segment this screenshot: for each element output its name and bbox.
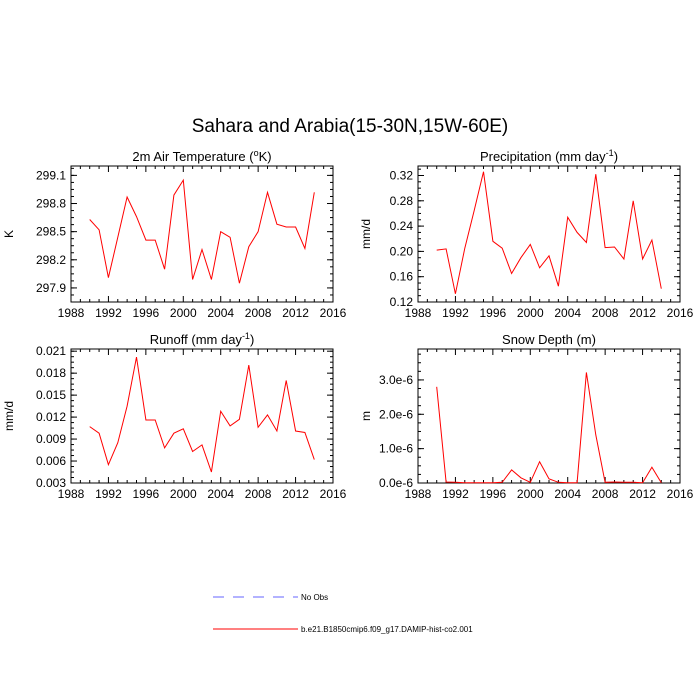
x-tick-label: 1988 — [405, 487, 432, 501]
x-tick-label: 2012 — [629, 487, 656, 501]
x-tick-label: 2004 — [554, 306, 581, 320]
y-tick-label: 0.16 — [390, 270, 414, 284]
y-axis-label: mm/d — [2, 401, 16, 431]
plot-frame — [70, 348, 334, 484]
y-tick-label: 0.009 — [36, 432, 66, 446]
y-axis-label: mm/d — [359, 219, 373, 249]
x-tick-label: 1996 — [133, 306, 160, 320]
legend: No Obs b.e21.B1850cmip6.f09_g17.DAMIP-his… — [213, 593, 473, 634]
plot-frame — [417, 348, 681, 484]
y-tick-label: 297.9 — [36, 281, 66, 295]
y-tick-label: 0.12 — [390, 295, 414, 309]
y-tick-label: 0.015 — [36, 388, 66, 402]
x-tick-label: 2000 — [517, 306, 544, 320]
x-tick-label: 2008 — [592, 306, 619, 320]
x-tick-label: 2008 — [245, 487, 272, 501]
x-tick-label: 2008 — [592, 487, 619, 501]
y-axis-label: K — [2, 230, 16, 238]
y-tick-label: 0.0e-6 — [379, 476, 413, 490]
x-tick-label: 2012 — [282, 306, 309, 320]
y-axis-label: m — [359, 411, 373, 421]
x-tick-label: 1992 — [442, 306, 469, 320]
series-line — [89, 357, 315, 473]
chart-panel-4: Snow Depth (m) m 1988 1992 1996 2000 2004 2008 2… — [359, 332, 694, 501]
x-tick-label: 1988 — [405, 306, 432, 320]
y-tick-label: 0.021 — [36, 344, 66, 358]
y-tick-label: 0.018 — [36, 366, 66, 380]
x-tick-label: 1992 — [442, 487, 469, 501]
legend-label: b.e21.B1850cmip6.f09_g17.DAMIP-hist-co2.… — [301, 625, 473, 634]
plot-frame — [70, 165, 334, 303]
series-line — [89, 178, 315, 284]
x-tick-label: 2008 — [245, 306, 272, 320]
x-tick-label: 2016 — [667, 306, 694, 320]
panel-title: Precipitation (mm day-1) — [480, 148, 618, 164]
legend-label: No Obs — [301, 593, 328, 602]
x-tick-label: 2004 — [207, 306, 234, 320]
x-tick-label: 2000 — [170, 487, 197, 501]
x-tick-label: 2012 — [629, 306, 656, 320]
panel-title: Runoff (mm day-1) — [150, 331, 255, 347]
x-tick-label: 1992 — [95, 487, 122, 501]
x-tick-label: 1988 — [58, 487, 85, 501]
panel-title: 2m Air Temperature (oK) — [132, 148, 271, 164]
y-tick-label: 1.0e-6 — [379, 442, 413, 456]
chart-panel-1: 2m Air Temperature (oK) K 1988 1992 1996 2000… — [2, 148, 347, 320]
chart-panel-3: Runoff (mm day-1) mm/d 1988 1992 1996 2000 200… — [2, 331, 347, 501]
y-tick-label: 0.20 — [390, 244, 414, 258]
panel-title: Snow Depth (m) — [502, 332, 596, 347]
plot-frame — [417, 165, 681, 303]
y-tick-label: 298.5 — [36, 225, 66, 239]
x-tick-label: 1988 — [58, 306, 85, 320]
x-tick-label: 2004 — [207, 487, 234, 501]
y-tick-label: 0.012 — [36, 410, 66, 424]
y-tick-label: 2.0e-6 — [379, 407, 413, 421]
series-line — [436, 171, 662, 294]
x-tick-label: 2016 — [320, 306, 347, 320]
x-tick-label: 1996 — [480, 306, 507, 320]
y-tick-label: 299.1 — [36, 168, 66, 182]
x-tick-label: 2000 — [170, 306, 197, 320]
x-tick-label: 1992 — [95, 306, 122, 320]
x-tick-label: 1996 — [133, 487, 160, 501]
x-tick-label: 1996 — [480, 487, 507, 501]
x-tick-label: 2016 — [320, 487, 347, 501]
x-tick-label: 2016 — [667, 487, 694, 501]
y-tick-label: 298.2 — [36, 253, 66, 267]
y-tick-label: 0.28 — [390, 194, 414, 208]
x-tick-label: 2000 — [517, 487, 544, 501]
y-tick-label: 0.32 — [390, 168, 414, 182]
x-tick-label: 2012 — [282, 487, 309, 501]
series-line — [436, 372, 662, 484]
y-tick-label: 298.8 — [36, 197, 66, 211]
y-tick-label: 3.0e-6 — [379, 373, 413, 387]
y-tick-label: 0.003 — [36, 476, 66, 490]
x-tick-label: 2004 — [554, 487, 581, 501]
y-tick-label: 0.24 — [390, 219, 414, 233]
chart-panel-2: Precipitation (mm day-1) mm/d 1988 1992 1996… — [359, 148, 694, 320]
y-tick-label: 0.006 — [36, 454, 66, 468]
figure-title: Sahara and Arabia(15-30N,15W-60E) — [191, 116, 509, 137]
